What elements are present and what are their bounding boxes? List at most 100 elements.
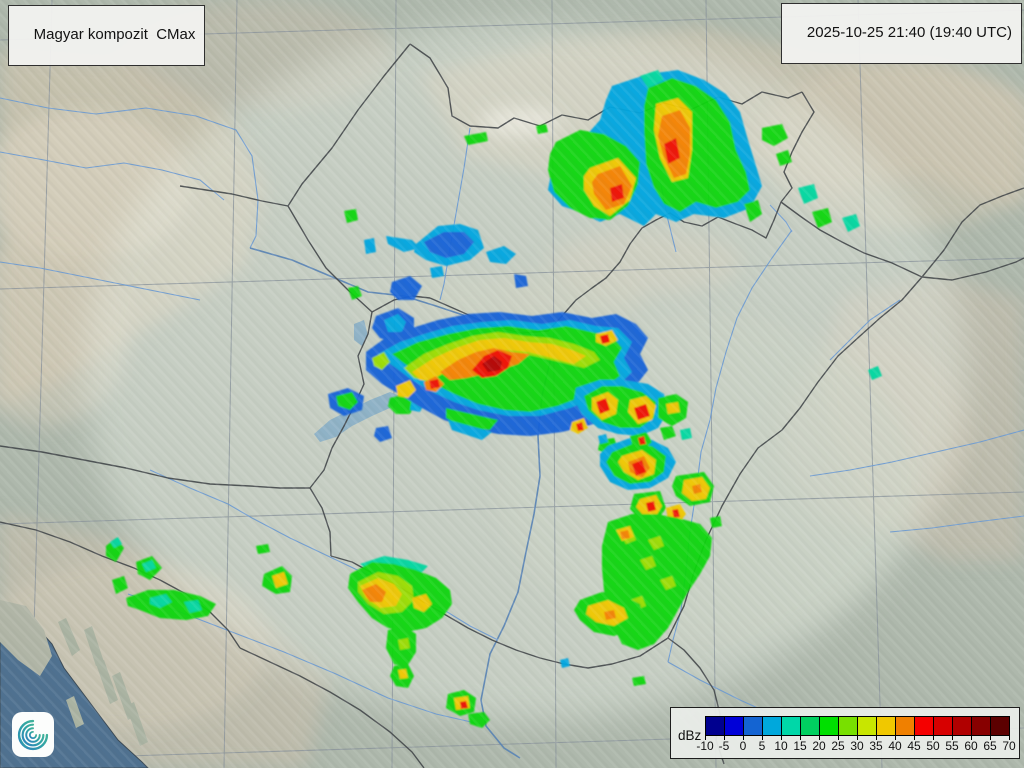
legend-color-bar xyxy=(705,716,1010,736)
radar-echo-yellow xyxy=(412,594,432,612)
legend-tick-mark xyxy=(857,735,858,740)
product-title-box: Magyar kompozit CMax xyxy=(8,5,206,66)
radar-echo-green xyxy=(710,516,722,528)
radar-echo-red xyxy=(596,398,610,414)
dbz-legend: dBz -10 -5 0 5 10 15 20 25 30 35 40 45 50 55 60 65 70 xyxy=(670,707,1020,759)
radar-echo-cyan xyxy=(486,246,516,264)
legend-swatch--10 xyxy=(705,716,725,736)
radar-echo-yellow xyxy=(412,338,586,380)
legend-tick-label: 0 xyxy=(739,739,747,753)
radar-echo-teal xyxy=(150,594,172,608)
radar-echo-teal xyxy=(640,70,664,88)
legend-swatch-30 xyxy=(857,716,877,736)
timestamp-box: 2025-10-25 21:40 (19:40 UTC) xyxy=(781,3,1022,64)
radar-echo-red xyxy=(646,501,656,512)
legend-tick-label: 70 xyxy=(1002,739,1016,753)
legend-swatch-35 xyxy=(876,716,896,736)
radar-echo-lime xyxy=(398,638,410,650)
radar-echo-cyan xyxy=(598,434,608,444)
legend-swatch-20 xyxy=(819,716,839,736)
legend-swatch-55 xyxy=(952,716,972,736)
legend-tick-label: -5 xyxy=(718,739,730,753)
radar-echo-red xyxy=(634,404,650,420)
radar-echo-blue xyxy=(390,276,422,300)
radar-echo-yellow xyxy=(272,572,288,588)
radar-echo-red xyxy=(429,379,440,389)
legend-swatch-50 xyxy=(933,716,953,736)
product-title: Magyar kompozit CMax xyxy=(33,26,196,43)
legend-tick-mark xyxy=(762,735,763,740)
radar-echo-red xyxy=(672,509,680,518)
radar-echo-green xyxy=(812,208,832,228)
radar-echo-green xyxy=(744,200,762,222)
legend-tick-label: 5 xyxy=(758,739,766,753)
radar-echo-green xyxy=(344,209,358,223)
lake-balaton xyxy=(314,392,400,442)
radar-echo-red xyxy=(664,138,680,164)
legend-swatch-45 xyxy=(914,716,934,736)
legend-tick-label: 25 xyxy=(831,739,845,753)
legend-tick-mark xyxy=(819,735,820,740)
legend-tick-label: 65 xyxy=(983,739,997,753)
radar-echo-yellow xyxy=(666,402,680,414)
legend-tick-label: 15 xyxy=(793,739,807,753)
radar-echo-green xyxy=(660,426,676,440)
radar-echo-green xyxy=(126,590,216,620)
radar-echo-darkred xyxy=(482,356,502,372)
radar-echo-green xyxy=(464,132,488,145)
legend-swatch-15 xyxy=(800,716,820,736)
legend-swatch--5 xyxy=(724,716,744,736)
radar-echo-teal xyxy=(680,428,692,440)
radar-echo-teal xyxy=(798,184,818,204)
radar-echo-red xyxy=(460,701,468,709)
radar-echo-lime xyxy=(372,352,390,370)
radar-echo-cyan xyxy=(560,658,570,668)
radar-echo-red xyxy=(576,422,584,431)
legend-tick-mark xyxy=(838,735,839,740)
legend-tick-label: 10 xyxy=(774,739,788,753)
legend-tick-mark xyxy=(724,735,725,740)
adriatic-islands xyxy=(58,618,148,746)
radar-echo-red xyxy=(632,460,646,476)
legend-tick-label: 55 xyxy=(945,739,959,753)
legend-tick-mark xyxy=(990,735,991,740)
radar-echo-cyan xyxy=(384,314,406,332)
lake-neusiedl xyxy=(354,320,368,346)
legend-swatch-0 xyxy=(743,716,763,736)
radar-echo-orange xyxy=(362,584,386,602)
radar-echo-green xyxy=(762,124,788,146)
legend-tick-mark xyxy=(876,735,877,740)
legend-tick-label: 60 xyxy=(964,739,978,753)
radar-echo-orange xyxy=(604,610,616,620)
legend-tick-mark xyxy=(952,735,953,740)
radar-echo-teal xyxy=(142,560,156,572)
radar-echo-lime xyxy=(648,536,664,550)
legend-tick-mark xyxy=(743,735,744,740)
radar-echo-red xyxy=(600,334,610,344)
legend-tick-label: 35 xyxy=(869,739,883,753)
legend-tick-mark xyxy=(1009,735,1010,740)
legend-swatch-10 xyxy=(781,716,801,736)
legend-swatch-40 xyxy=(895,716,915,736)
legend-tick-label: 20 xyxy=(812,739,826,753)
radar-echo-red xyxy=(638,436,646,445)
radar-echo-lime xyxy=(640,556,656,570)
radar-echo-teal xyxy=(110,537,122,548)
legend-tick-label: 45 xyxy=(907,739,921,753)
radar-echo-green xyxy=(256,544,270,554)
radar-echo-cyan xyxy=(448,420,492,440)
legend-swatch-60 xyxy=(971,716,991,736)
radar-echo-green xyxy=(632,676,646,686)
radar-echo-cyan xyxy=(386,236,420,252)
radar-echo-green xyxy=(776,150,792,166)
radar-echo-green xyxy=(348,286,362,300)
radar-echo-lime xyxy=(660,576,676,590)
radar-echo-yellow xyxy=(396,380,416,398)
radar-echo-teal xyxy=(184,600,202,613)
river-layer xyxy=(0,97,1024,759)
legend-unit-label: dBz xyxy=(678,728,702,743)
legend-tick-mark xyxy=(800,735,801,740)
radar-echo-cyan xyxy=(430,266,444,278)
